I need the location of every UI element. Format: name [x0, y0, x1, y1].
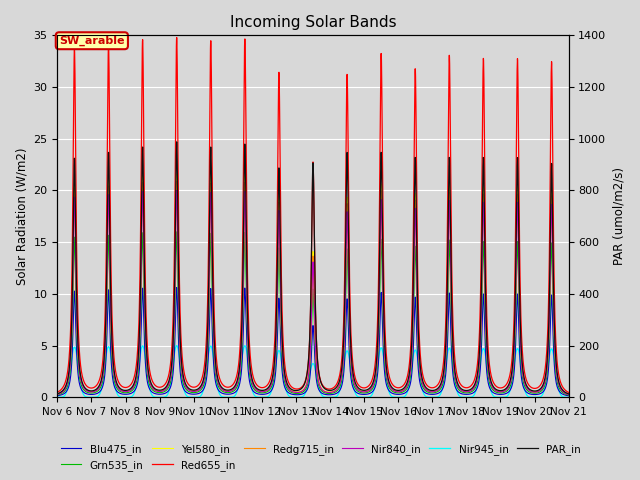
Legend: Blu475_in, Grn535_in, Yel580_in, Red655_in, Redg715_in, Nir840_in, Nir945_in, PA: Blu475_in, Grn535_in, Yel580_in, Red655_…: [56, 439, 585, 475]
Yel580_in: [173, 171, 180, 177]
Blu475_in: [173, 285, 180, 290]
Nir945_in: [112, 386, 120, 392]
Grn535_in: [250, 385, 257, 391]
Yel580_in: [142, 342, 150, 348]
Nir840_in: [564, 392, 572, 397]
Grn535_in: [272, 355, 280, 360]
Nir840_in: [142, 346, 150, 352]
Yel580_in: [250, 383, 257, 388]
Line: Nir840_in: Nir840_in: [58, 191, 568, 395]
Text: SW_arable: SW_arable: [59, 36, 125, 46]
Grn535_in: [555, 384, 563, 390]
Nir945_in: [555, 386, 563, 392]
Line: Grn535_in: Grn535_in: [58, 232, 568, 395]
Redg715_in: [555, 381, 563, 386]
Blu475_in: [112, 386, 120, 392]
Red655_in: [112, 369, 120, 375]
Red655_in: [142, 310, 150, 316]
Nir840_in: [250, 384, 257, 389]
Grn535_in: [112, 383, 120, 388]
Red655_in: [173, 35, 180, 40]
PAR_in: [564, 391, 572, 397]
Grn535_in: [173, 229, 180, 235]
Nir945_in: [500, 395, 508, 400]
Grn535_in: [564, 392, 572, 398]
Title: Incoming Solar Bands: Incoming Solar Bands: [230, 15, 396, 30]
Line: PAR_in: PAR_in: [58, 142, 568, 394]
PAR_in: [272, 333, 280, 339]
Nir945_in: [272, 361, 280, 367]
Yel580_in: [564, 391, 572, 397]
Redg715_in: [54, 391, 61, 397]
Line: Yel580_in: Yel580_in: [58, 174, 568, 394]
Redg715_in: [500, 388, 508, 394]
Yel580_in: [500, 388, 508, 394]
Nir945_in: [54, 395, 61, 400]
Nir945_in: [142, 360, 150, 366]
Nir840_in: [272, 345, 280, 350]
Nir840_in: [555, 382, 563, 387]
Line: Redg715_in: Redg715_in: [58, 181, 568, 395]
PAR_in: [54, 391, 61, 396]
Blu475_in: [54, 393, 61, 398]
Y-axis label: Solar Radiation (W/m2): Solar Radiation (W/m2): [15, 147, 28, 285]
Redg715_in: [250, 383, 257, 389]
Y-axis label: PAR (umol/m2/s): PAR (umol/m2/s): [612, 168, 625, 265]
Yel580_in: [54, 391, 61, 397]
Yel580_in: [272, 341, 280, 347]
Nir840_in: [112, 380, 120, 385]
Blu475_in: [564, 393, 572, 399]
Yel580_in: [555, 380, 563, 386]
Red655_in: [250, 375, 257, 381]
Red655_in: [500, 384, 508, 390]
Line: Nir945_in: Nir945_in: [58, 346, 568, 397]
Line: Red655_in: Red655_in: [58, 37, 568, 393]
Redg715_in: [173, 179, 180, 184]
Redg715_in: [564, 392, 572, 397]
PAR_in: [555, 379, 563, 384]
Redg715_in: [272, 342, 280, 348]
Blu475_in: [555, 387, 563, 393]
Red655_in: [54, 389, 61, 395]
PAR_in: [500, 387, 508, 393]
PAR_in: [250, 381, 257, 387]
Redg715_in: [112, 379, 120, 385]
Nir840_in: [500, 388, 508, 394]
Nir840_in: [173, 188, 180, 193]
Line: Blu475_in: Blu475_in: [58, 288, 568, 396]
Nir945_in: [250, 391, 257, 397]
Nir840_in: [54, 392, 61, 397]
Grn535_in: [142, 356, 150, 361]
Nir945_in: [564, 395, 572, 400]
Red655_in: [272, 308, 280, 313]
Grn535_in: [500, 390, 508, 396]
PAR_in: [112, 377, 120, 383]
Blu475_in: [250, 389, 257, 395]
Redg715_in: [142, 344, 150, 349]
PAR_in: [142, 336, 150, 341]
Grn535_in: [54, 392, 61, 398]
Nir945_in: [173, 343, 180, 348]
Red655_in: [555, 372, 563, 377]
Blu475_in: [272, 368, 280, 374]
PAR_in: [173, 139, 180, 145]
Yel580_in: [112, 379, 120, 384]
Blu475_in: [500, 391, 508, 397]
Red655_in: [564, 390, 572, 396]
Blu475_in: [142, 369, 150, 374]
